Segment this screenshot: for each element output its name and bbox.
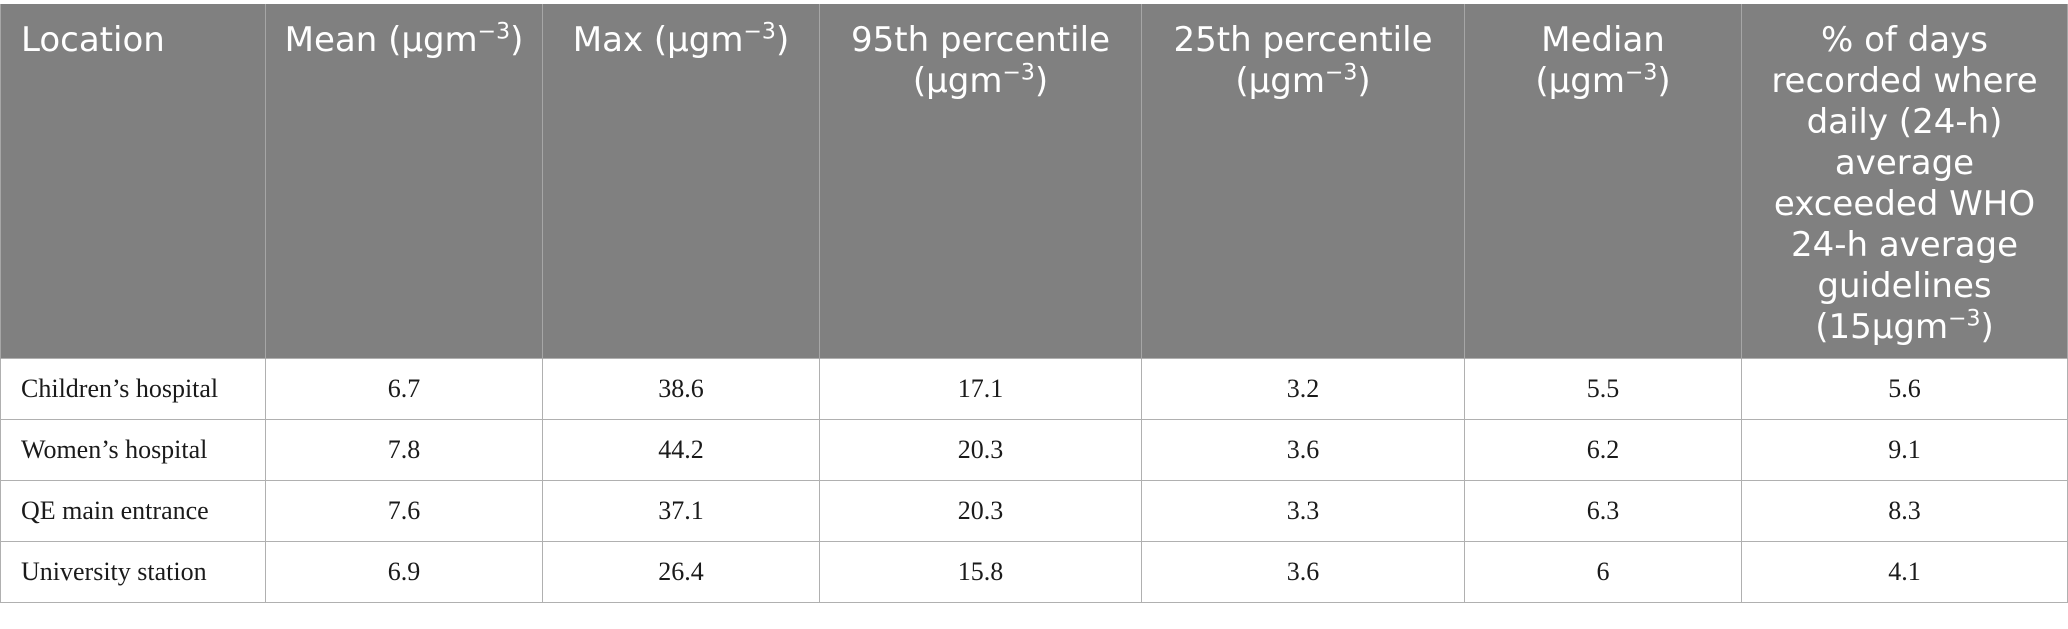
table-row: Children’s hospital 6.7 38.6 17.1 3.2 5.…	[0, 358, 2068, 420]
mean-cell: 7.6	[265, 480, 543, 542]
p25-cell: 3.3	[1141, 480, 1465, 542]
header-median: Median (μgm−3)	[1464, 4, 1742, 359]
header-max: Max (μgm−3)	[542, 4, 820, 359]
pct-days-cell: 8.3	[1741, 480, 2068, 542]
max-cell: 44.2	[542, 419, 820, 481]
mean-cell: 7.8	[265, 419, 543, 481]
table-row: University station 6.9 26.4 15.8 3.6 6 4…	[0, 541, 2068, 603]
p95-cell: 17.1	[819, 358, 1142, 420]
header-95th-percentile: 95th percentile (μgm−3)	[819, 4, 1142, 359]
p25-cell: 3.6	[1141, 419, 1465, 481]
pct-days-cell: 5.6	[1741, 358, 2068, 420]
mean-cell: 6.9	[265, 541, 543, 603]
median-cell: 5.5	[1464, 358, 1742, 420]
p25-cell: 3.6	[1141, 541, 1465, 603]
location-cell: University station	[0, 541, 266, 603]
median-cell: 6.2	[1464, 419, 1742, 481]
max-cell: 38.6	[542, 358, 820, 420]
max-cell: 26.4	[542, 541, 820, 603]
pm-statistics-table: Location Mean (μgm−3) Max (μgm−3) 95th p…	[0, 4, 2068, 603]
pct-days-cell: 4.1	[1741, 541, 2068, 603]
p95-cell: 15.8	[819, 541, 1142, 603]
max-cell: 37.1	[542, 480, 820, 542]
median-cell: 6.3	[1464, 480, 1742, 542]
p95-cell: 20.3	[819, 419, 1142, 481]
location-cell: Women’s hospital	[0, 419, 266, 481]
p95-cell: 20.3	[819, 480, 1142, 542]
header-location: Location	[0, 4, 266, 359]
median-cell: 6	[1464, 541, 1742, 603]
location-cell: QE main entrance	[0, 480, 266, 542]
p25-cell: 3.2	[1141, 358, 1465, 420]
header-mean: Mean (μgm−3)	[265, 4, 543, 359]
header-pct-days-exceeded: % of days recorded where daily (24-h) av…	[1741, 4, 2068, 359]
table-row: Women’s hospital 7.8 44.2 20.3 3.6 6.2 9…	[0, 419, 2068, 481]
pct-days-cell: 9.1	[1741, 419, 2068, 481]
header-row: Location Mean (μgm−3) Max (μgm−3) 95th p…	[0, 4, 2068, 359]
location-cell: Children’s hospital	[0, 358, 266, 420]
mean-cell: 6.7	[265, 358, 543, 420]
table-row: QE main entrance 7.6 37.1 20.3 3.3 6.3 8…	[0, 480, 2068, 542]
header-25th-percentile: 25th percentile (μgm−3)	[1141, 4, 1465, 359]
